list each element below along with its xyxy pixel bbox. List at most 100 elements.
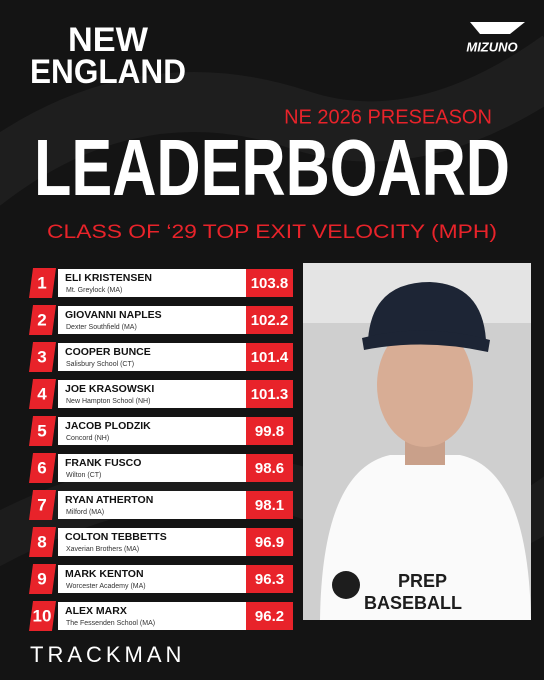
school: Worcester Academy (MA): [66, 583, 146, 590]
school: Dexter Southfield (MA): [66, 324, 137, 331]
exit-velocity: 101.3: [251, 386, 289, 403]
rank-badge: [29, 564, 56, 594]
footer-brand: TRACKMAN: [30, 642, 185, 667]
cap-brim: [362, 330, 490, 352]
value-box: [246, 491, 293, 519]
value-box: [246, 343, 293, 371]
subtitle: CLASS OF ‘29 TOP EXIT VELOCITY (MPH): [47, 222, 497, 243]
rank: 9: [37, 569, 46, 588]
value-box: [246, 565, 293, 593]
rank: 10: [33, 606, 52, 625]
kicker: NE 2026 PRESEASON: [284, 106, 492, 128]
name-box: [58, 491, 246, 519]
school: New Hampton School (NH): [66, 398, 150, 405]
exit-velocity: 99.8: [255, 423, 284, 440]
row: 3 COOPER BUNCE Salisbury School (CT) 101.4: [29, 342, 293, 372]
rank-badge: [29, 601, 56, 631]
value-box: [246, 380, 293, 408]
exit-velocity: 96.2: [255, 608, 284, 625]
name-box: [58, 454, 246, 482]
rank: 7: [37, 495, 46, 514]
name-box: [58, 528, 246, 556]
school: Salisbury School (CT): [66, 361, 134, 368]
exit-velocity: 98.1: [255, 497, 284, 514]
shirt-logo: [332, 571, 360, 599]
name-box: [58, 602, 246, 630]
logo-top: NEW: [68, 21, 149, 59]
rank-badge: [29, 268, 56, 298]
row: 9 MARK KENTON Worcester Academy (MA) 96.3: [29, 564, 293, 594]
player-name: ALEX MARX: [65, 605, 127, 617]
rank-badge: [29, 527, 56, 557]
photo: PREP BASEBALL: [303, 263, 531, 620]
row: 8 COLTON TEBBETTS Xaverian Brothers (MA) 96…: [29, 527, 293, 557]
exit-velocity: 98.6: [255, 460, 284, 477]
player-name: COOPER BUNCE: [65, 346, 151, 358]
name-box: [58, 343, 246, 371]
player-name: MARK KENTON: [65, 568, 144, 580]
rank: 2: [37, 310, 46, 329]
value-box: [246, 269, 293, 297]
player-name: GIOVANNI NAPLES: [65, 309, 162, 321]
sponsor: MIZUNO: [466, 39, 517, 54]
rank: 1: [37, 273, 46, 292]
row: 7 RYAN ATHERTON Milford (MA) 98.1: [29, 490, 293, 520]
logo-bottom: ENGLAND: [30, 53, 186, 91]
rank-badge: [29, 453, 56, 483]
value-box: [246, 454, 293, 482]
name-box: [58, 306, 246, 334]
school: The Fessenden School (MA): [66, 620, 155, 627]
school: Mt. Greylock (MA): [66, 287, 122, 294]
row: 10 ALEX MARX The Fessenden School (MA) 96.2: [29, 601, 293, 631]
name-box: [58, 269, 246, 297]
rank: 6: [37, 458, 46, 477]
name-box: [58, 380, 246, 408]
title: LEADERBOARD: [34, 123, 510, 212]
player-name: FRANK FUSCO: [65, 457, 141, 469]
value-box: [246, 306, 293, 334]
rank: 3: [37, 347, 46, 366]
rank-badge: [29, 305, 56, 335]
player-name: RYAN ATHERTON: [65, 494, 153, 506]
shirt: [320, 455, 531, 620]
player-name: JOE KRASOWSKI: [65, 383, 154, 395]
school: Concord (NH): [66, 435, 109, 442]
name-box: [58, 565, 246, 593]
row: 1 ELI KRISTENSEN Mt. Greylock (MA) 103.8: [29, 268, 293, 298]
exit-velocity: 96.3: [255, 571, 284, 588]
rank: 5: [37, 421, 46, 440]
cap: [368, 282, 486, 340]
shirt-text: PREP: [398, 571, 447, 591]
value-box: [246, 417, 293, 445]
leaderboard: 1 ELI KRISTENSEN Mt. Greylock (MA) 103.8 2 GI…: [29, 268, 293, 631]
exit-velocity: 96.9: [255, 534, 284, 551]
bg-swoosh: [0, 35, 544, 206]
exit-velocity: 101.4: [251, 349, 289, 366]
player-name: JACOB PLODZIK: [65, 420, 151, 432]
row: 2 GIOVANNI NAPLES Dexter Southfield (MA) 10…: [29, 305, 293, 335]
face: [377, 323, 473, 447]
player-name: COLTON TEBBETTS: [65, 531, 167, 543]
rank-badge: [29, 490, 56, 520]
name-box: [58, 417, 246, 445]
row: 6 FRANK FUSCO Wilton (CT) 98.6: [29, 453, 293, 483]
value-box: [246, 528, 293, 556]
rank-badge: [29, 342, 56, 372]
row: 5 JACOB PLODZIK Concord (NH) 99.8: [29, 416, 293, 446]
player-name: ELI KRISTENSEN: [65, 272, 152, 284]
exit-velocity: 103.8: [251, 275, 289, 292]
rank: 4: [37, 384, 47, 403]
rank: 8: [37, 532, 46, 551]
shirt-text: BASEBALL: [364, 593, 462, 613]
school: Milford (MA): [66, 509, 104, 516]
school: Wilton (CT): [66, 472, 101, 479]
row: 4 JOE KRASOWSKI New Hampton School (NH) 101…: [29, 379, 293, 409]
rank-badge: [29, 379, 56, 409]
rank-badge: [29, 416, 56, 446]
exit-velocity: 102.2: [251, 312, 289, 329]
sponsor-mark: [470, 22, 525, 34]
value-box: [246, 602, 293, 630]
school: Xaverian Brothers (MA): [66, 546, 139, 553]
